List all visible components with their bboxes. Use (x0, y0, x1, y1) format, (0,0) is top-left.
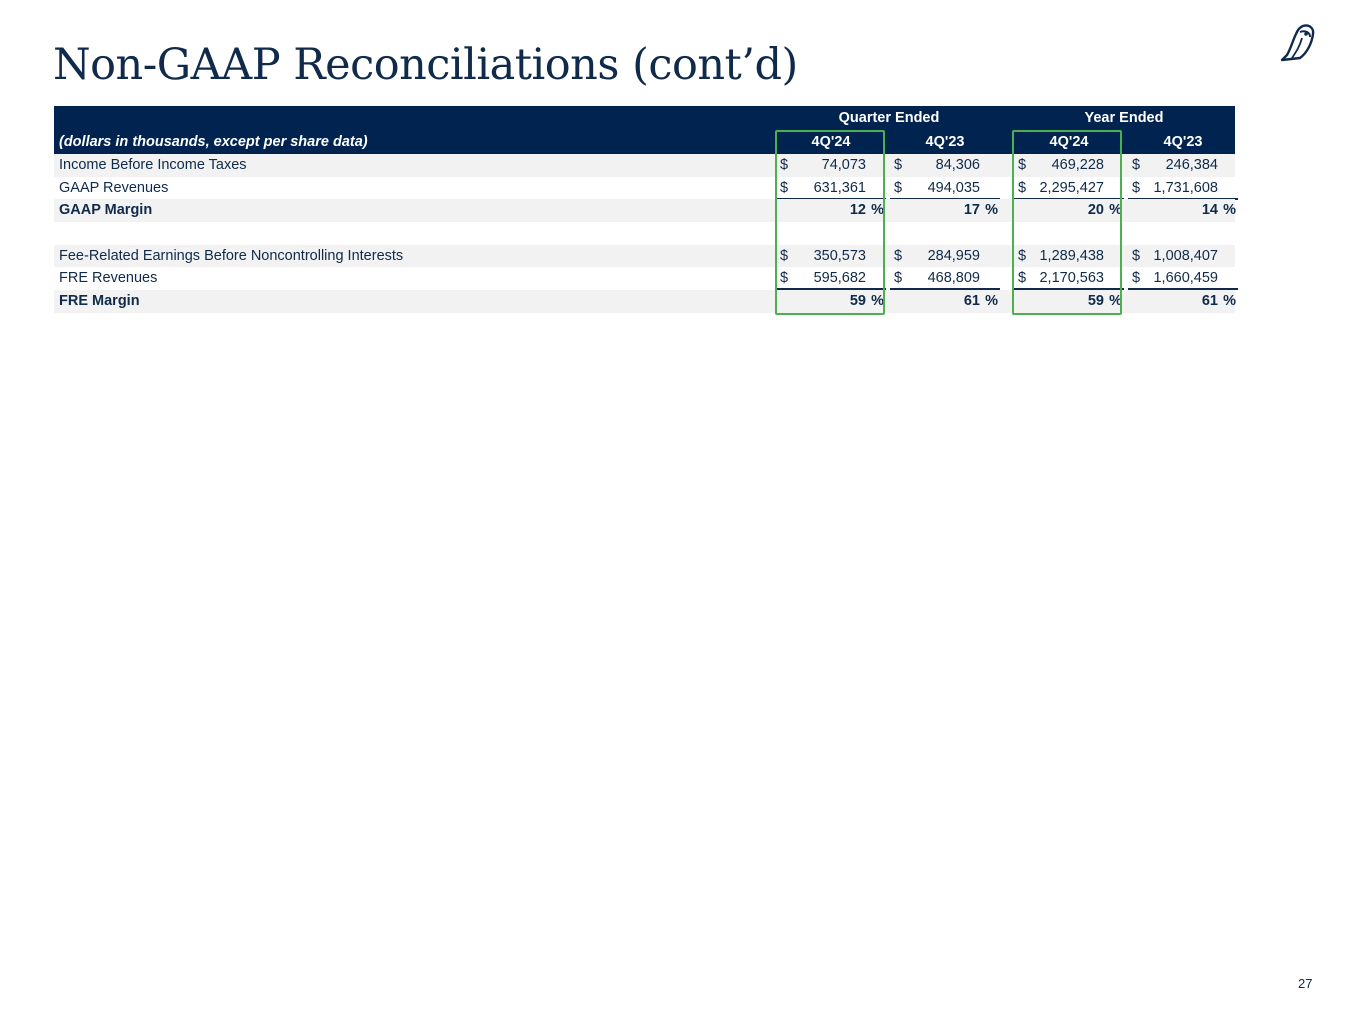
row-label: GAAP Revenues (59, 179, 169, 196)
table-cell: $284,959 (890, 248, 1000, 266)
group-quarter-ended: Quarter Ended (838, 110, 940, 126)
currency-symbol: $ (894, 270, 903, 287)
highlight-box-quarter (775, 130, 885, 315)
table-cell: $84,306 (890, 157, 1000, 175)
group-year-ended: Year Ended (1084, 110, 1164, 126)
table-row: FRE Revenues $595,682 $468,809 $2,170,56… (54, 267, 1238, 291)
currency-symbol: $ (1018, 270, 1027, 287)
column-header: 4Q'23 (1163, 134, 1203, 150)
cell-value: 14 (1201, 202, 1218, 219)
table-cell: 61% (890, 293, 1000, 311)
highlight-box-year (1012, 130, 1122, 315)
table-cell: 17% (890, 202, 1000, 220)
percent-symbol: % (985, 293, 998, 310)
cell-value: 20 (1087, 202, 1104, 219)
percent-symbol: % (1223, 293, 1236, 310)
table-cell: $1,008,407 (1128, 248, 1238, 266)
table-cell: $2,170,563 (1014, 270, 1124, 291)
table-cell: $1,289,438 (1014, 248, 1124, 266)
cell-value: 61 (963, 293, 980, 310)
cell-value: 595,682 (813, 270, 866, 287)
cell-value: 17 (963, 202, 980, 219)
table-cell: $2,295,427 (1014, 180, 1124, 200)
currency-symbol: $ (1018, 157, 1027, 173)
cell-value: 284,959 (927, 247, 980, 264)
reconciliation-table: Quarter Ended Year Ended (dollars in tho… (54, 106, 1238, 315)
table-cell: $494,035 (890, 180, 1000, 200)
currency-symbol: $ (894, 247, 903, 264)
table-cell: $1,731,608 (1128, 180, 1238, 200)
table-row: Fee-Related Earnings Before Noncontrolli… (54, 244, 1238, 268)
currency-symbol: $ (780, 157, 789, 173)
percent-symbol: % (1109, 202, 1122, 219)
table-description: (dollars in thousands, except per share … (59, 134, 368, 150)
currency-symbol: $ (1132, 270, 1141, 287)
cell-value: 1,731,608 (1153, 179, 1218, 196)
cell-value: 2,170,563 (1039, 270, 1104, 287)
cell-value: 1,008,407 (1153, 247, 1218, 264)
table-cell: 61% (1128, 293, 1238, 311)
table-cell: 14% (1128, 202, 1238, 220)
cell-value: 2,295,427 (1039, 179, 1104, 196)
currency-symbol: $ (780, 270, 789, 287)
table-cell: $631,361 (776, 180, 886, 200)
table-row: GAAP Margin 12% 17% 20% 14% (54, 199, 1238, 223)
table-cell: $246,384 (1128, 157, 1238, 175)
table-row: FRE Margin 59% 61% 59% 61% (54, 290, 1238, 313)
table-row: GAAP Revenues $631,361 $494,035 $2,295,4… (54, 177, 1238, 200)
currency-symbol: $ (780, 179, 789, 196)
currency-symbol: $ (894, 179, 903, 196)
currency-symbol: $ (1018, 247, 1027, 264)
row-label: Income Before Income Taxes (59, 157, 247, 173)
page-number: 27 (1298, 976, 1313, 991)
table-cell: $469,228 (1014, 157, 1124, 175)
column-header: 4Q'24 (811, 134, 851, 150)
cell-value: 1,660,459 (1153, 270, 1218, 287)
cell-value: 350,573 (813, 247, 866, 264)
table-cell: 20% (1014, 202, 1124, 220)
cell-value: 469,228 (1051, 157, 1104, 173)
currency-symbol: $ (1132, 179, 1141, 196)
cell-value: 84,306 (935, 157, 980, 173)
currency-symbol: $ (1132, 157, 1141, 173)
cell-value: 59 (1087, 293, 1104, 310)
table-cell: 12% (776, 202, 886, 220)
table-cell: $595,682 (776, 270, 886, 291)
owl-logo-icon (1280, 24, 1315, 62)
table-cell: 59% (1014, 293, 1124, 311)
cell-value: 12 (849, 202, 866, 219)
percent-symbol: % (871, 293, 884, 310)
table-cell: $74,073 (776, 157, 886, 175)
percent-symbol: % (985, 202, 998, 219)
cell-value: 631,361 (813, 179, 866, 196)
table-cell: $468,809 (890, 270, 1000, 291)
column-header: 4Q'24 (1049, 134, 1089, 150)
currency-symbol: $ (894, 157, 903, 173)
percent-symbol: % (871, 202, 884, 219)
currency-symbol: $ (1132, 247, 1141, 264)
cell-value: 246,384 (1165, 157, 1218, 173)
cell-value: 468,809 (927, 270, 980, 287)
cell-value: 74,073 (821, 157, 866, 173)
row-label: FRE Margin (59, 293, 140, 310)
cell-value: 61 (1201, 293, 1218, 310)
cell-value: 59 (849, 293, 866, 310)
cell-value: 494,035 (927, 179, 980, 196)
percent-symbol: % (1223, 202, 1236, 219)
table-row: Income Before Income Taxes $74,073 $84,3… (54, 154, 1235, 177)
table-cell: 59% (776, 293, 886, 311)
page-title: Non-GAAP Reconciliations (cont’d) (53, 40, 798, 90)
column-header: 4Q'23 (925, 134, 965, 150)
row-label: GAAP Margin (59, 202, 153, 219)
percent-symbol: % (1109, 293, 1122, 310)
table-cell: $1,660,459 (1128, 270, 1238, 291)
table-cell: $350,573 (776, 248, 886, 266)
currency-symbol: $ (1018, 179, 1027, 196)
row-label: Fee-Related Earnings Before Noncontrolli… (59, 247, 404, 264)
row-label: FRE Revenues (59, 270, 158, 287)
currency-symbol: $ (780, 247, 789, 264)
cell-value: 1,289,438 (1039, 247, 1104, 264)
